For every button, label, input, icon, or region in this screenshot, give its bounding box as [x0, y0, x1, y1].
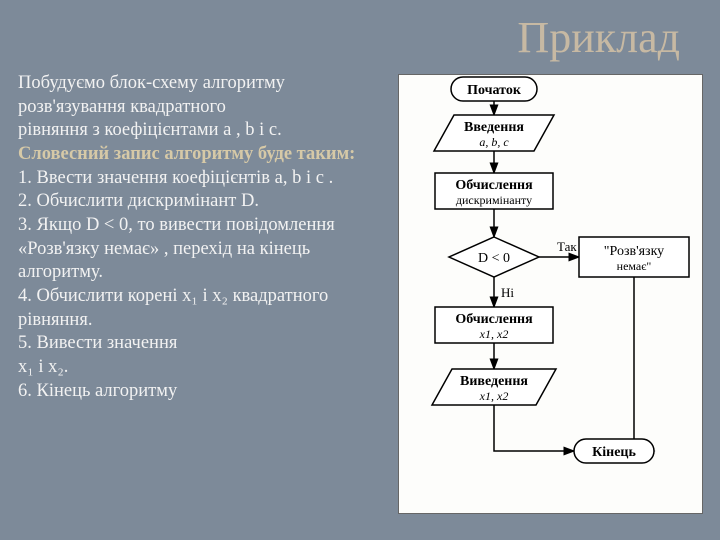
svg-text:Ні: Ні [501, 285, 514, 300]
svg-text:Обчислення: Обчислення [455, 312, 533, 327]
svg-text:Так: Так [557, 239, 577, 254]
svg-text:немає": немає" [617, 259, 652, 273]
intro-line: рівняння з коефіцієнтами а , b і с. [18, 119, 388, 143]
intro-line: Побудуємо блок-схему алгоритму [18, 72, 388, 96]
svg-text:Початок: Початок [467, 83, 522, 98]
algorithm-heading: Словесний запис алгоритму буде таким: [18, 143, 388, 167]
text-column: Побудуємо блок-схему алгоритму розв'язув… [18, 72, 388, 403]
step-line: 2. Обчислити дискримінант D. [18, 190, 388, 214]
svg-text:"Розв'язку: "Розв'язку [604, 244, 664, 259]
step-line: 5. Вивести значення [18, 332, 388, 356]
svg-text:Кінець: Кінець [592, 445, 636, 460]
svg-text:D < 0: D < 0 [478, 251, 510, 266]
step-line: 4. Обчислити корені х₁ і х₂ квадратного … [18, 285, 388, 332]
svg-text:a, b, c: a, b, c [479, 135, 509, 149]
step-line: х₁ і х₂. [18, 356, 388, 380]
svg-text:дискримінанту: дискримінанту [456, 193, 532, 207]
svg-text:Введення: Введення [464, 120, 524, 135]
flowchart-panel: ТакНіПочатокВведенняa, b, cОбчисленнядис… [398, 74, 703, 514]
svg-text:Обчислення: Обчислення [455, 178, 533, 193]
svg-text:x1, x2: x1, x2 [479, 327, 509, 341]
svg-text:x1, x2: x1, x2 [479, 389, 509, 403]
step-line: 6. Кінець алгоритму [18, 380, 388, 404]
step-line: 3. Якщо D < 0, то вивести повідомлення «… [18, 214, 388, 285]
intro-line: розв'язування квадратного [18, 96, 388, 120]
page-title: Приклад [517, 12, 680, 63]
flowchart-svg: ТакНіПочатокВведенняa, b, cОбчисленнядис… [399, 75, 704, 513]
svg-text:Виведення: Виведення [460, 374, 528, 389]
step-line: 1. Ввести значення коефіцієнтів а, b і с… [18, 167, 388, 191]
